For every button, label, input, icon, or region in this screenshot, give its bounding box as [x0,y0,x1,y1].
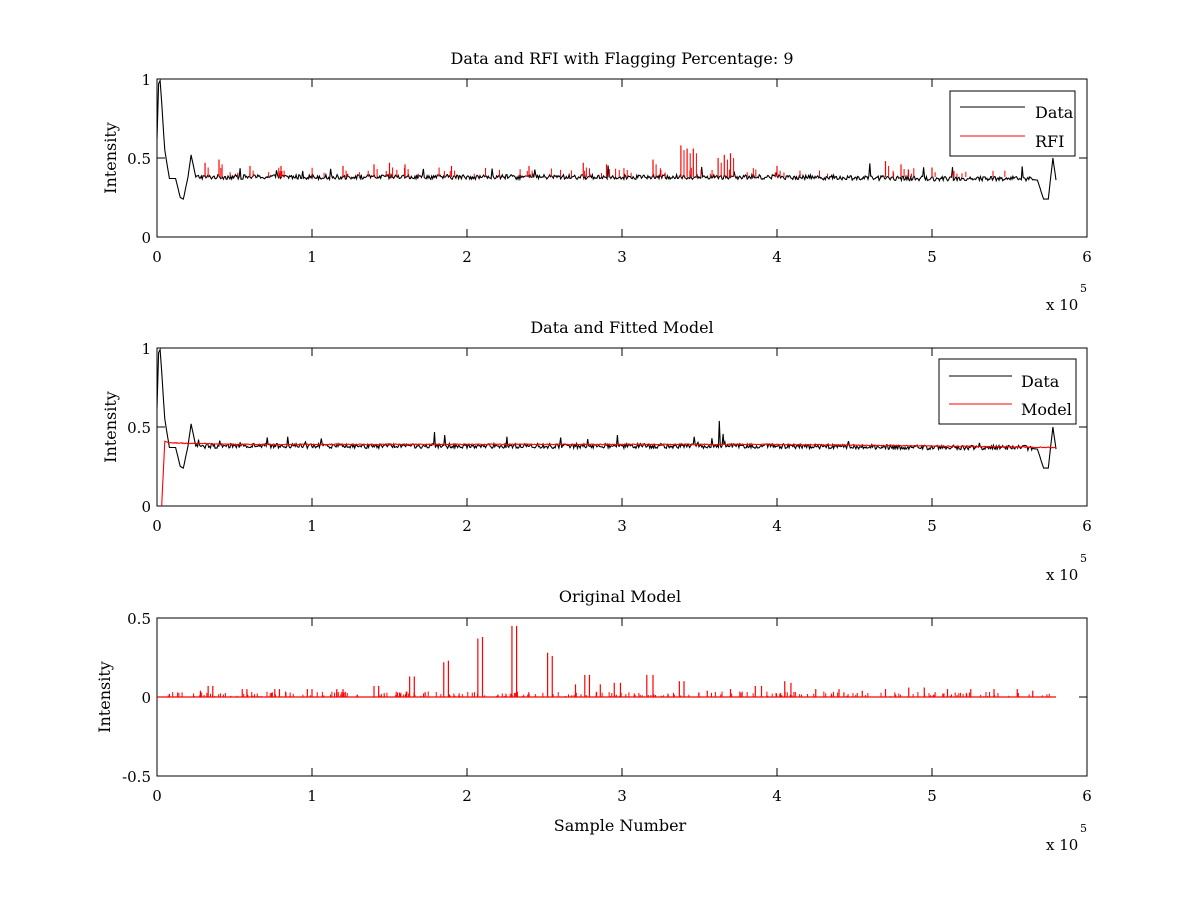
x-tick-label: 5 [927,517,937,535]
x-tick-label: 6 [1082,248,1092,266]
x-tick-label: 6 [1082,517,1092,535]
x-multiplier: x 10 [1046,296,1078,314]
y-tick-label: 0.5 [127,150,151,168]
legend-box [938,358,1077,425]
y-tick-label: 0.5 [127,419,151,437]
x-tick-label: 3 [617,517,627,535]
legend: Data RFI [949,90,1076,157]
x-multiplier: x 10 [1046,566,1078,584]
panel-data-rfi: Data and RFI with Flagging Percentage: 9… [101,49,1092,314]
panel-original-model: Original Model Intensity Sample Number 0… [95,587,1092,854]
x-multiplier-exp: 5 [1080,552,1087,565]
x-tick-label: 5 [927,787,937,805]
x-tick-label: 2 [462,248,472,266]
series-line-model [161,440,1057,507]
x-axis-label: Sample Number [554,816,687,835]
x-tick-label: 0 [152,517,162,535]
x-tick-label: 1 [307,787,317,805]
y-tick-label: 0 [141,229,151,247]
x-tick-label: 3 [617,248,627,266]
series-line-data [156,347,1057,469]
x-tick-label: 6 [1082,787,1092,805]
panel-data-model: Data and Fitted Model Intensity 0 1 2 3 4 5 60… [101,318,1092,584]
x-tick-label: 0 [152,787,162,805]
x-tick-label: 2 [462,517,472,535]
tick-group: 0 1 2 3 4 5 6-0.500.5 [122,610,1092,805]
tick-group: 0 1 2 3 4 5 6 0 0.5 1 [127,340,1092,535]
y-tick-label: 0 [141,689,151,707]
x-tick-label: 0 [152,248,162,266]
y-axis-label: Intensity [95,661,114,733]
series-group [156,78,1057,200]
series-group [157,625,1056,698]
y-tick-label: 0.5 [127,610,151,628]
chart-title: Data and RFI with Flagging Percentage: 9 [450,49,793,68]
legend: Data Model [938,358,1077,425]
tick-group: 0 1 2 3 4 5 6 0 0.5 1 [127,71,1092,266]
chart-title: Data and Fitted Model [530,318,713,337]
x-tick-label: 1 [307,517,317,535]
x-tick-label: 4 [772,248,782,266]
x-multiplier-exp: 5 [1080,282,1087,295]
series-group [156,347,1057,507]
x-multiplier: x 10 [1046,836,1078,854]
legend-label-rfi: RFI [1035,132,1064,151]
x-tick-label: 2 [462,787,472,805]
x-tick-label: 4 [772,787,782,805]
x-tick-label: 5 [927,248,937,266]
legend-box [949,90,1076,157]
x-tick-label: 4 [772,517,782,535]
x-tick-label: 1 [307,248,317,266]
y-tick-label: -0.5 [122,768,151,786]
y-axis-label: Intensity [101,391,120,463]
series-line-data [156,78,1057,200]
y-tick-label: 1 [141,71,151,89]
legend-label-model: Model [1021,400,1072,419]
legend-label-data: Data [1035,103,1074,122]
y-tick-label: 0 [141,498,151,516]
x-multiplier-exp: 5 [1080,822,1087,835]
legend-label-data: Data [1021,372,1060,391]
y-tick-label: 1 [141,340,151,358]
y-axis-label: Intensity [101,122,120,194]
chart-title: Original Model [559,587,681,606]
x-tick-label: 3 [617,787,627,805]
